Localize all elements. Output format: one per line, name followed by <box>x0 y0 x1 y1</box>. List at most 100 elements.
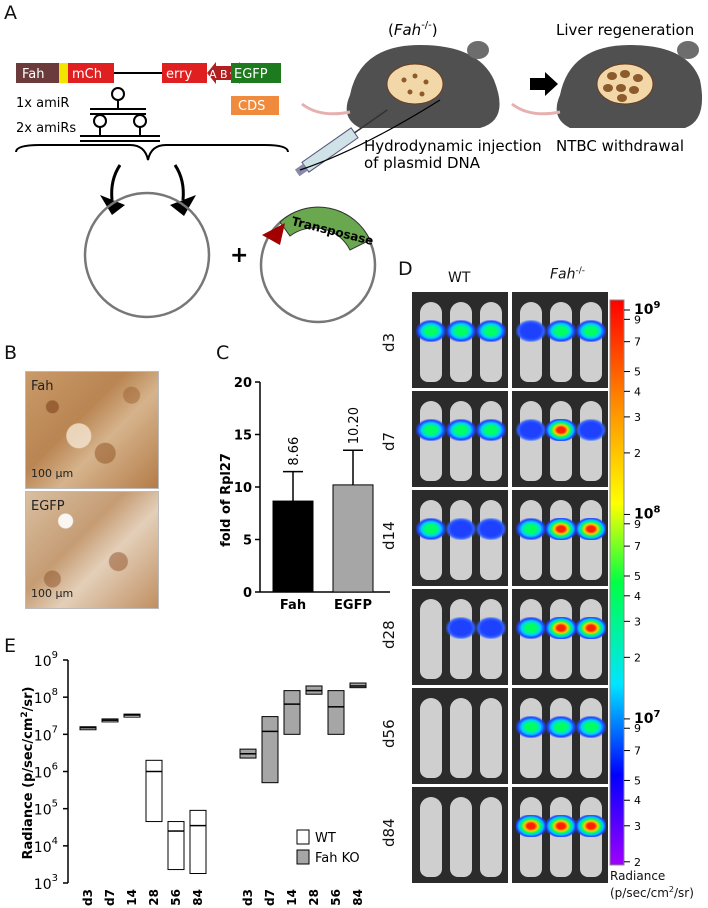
bioluminescence-signal <box>516 518 546 540</box>
e-category-label: d14 <box>285 889 299 906</box>
bioluminescence-signal <box>446 419 476 441</box>
micro-fah-label: Fah <box>31 379 54 394</box>
ivis-cell <box>412 688 508 784</box>
colorbar-tick-label: 5 <box>634 570 641 583</box>
mouse-silhouette <box>576 401 606 481</box>
e-box <box>283 690 301 735</box>
bioluminescence-signal <box>516 419 546 441</box>
mouse-silhouette <box>420 698 442 778</box>
colorbar-tick-label: 9 <box>634 518 641 531</box>
mouse-silhouette <box>546 302 576 382</box>
mouse-silhouette <box>420 599 442 679</box>
transposase-arrowhead <box>262 223 285 245</box>
c-ytick-label: 15 <box>234 429 252 444</box>
mouse-silhouette <box>476 500 506 580</box>
e-category-label: d7 <box>263 889 277 906</box>
col-label-ko: Fah-/- <box>550 266 586 283</box>
mouse-silhouette <box>480 797 502 877</box>
plus-sign: + <box>230 243 248 268</box>
e-legend-label: Fah KO <box>315 851 360 866</box>
e-category-label: d3 <box>81 889 95 906</box>
mouse-silhouette <box>446 500 476 580</box>
e-category-label: d84 <box>191 889 205 906</box>
mouse-silhouette <box>516 797 546 877</box>
c-ytick-label: 5 <box>243 534 252 549</box>
mouse-silhouette <box>546 500 576 580</box>
mouse-silhouette <box>420 797 442 877</box>
arrow-left <box>110 164 122 201</box>
c-bar <box>332 484 374 593</box>
c-category-label: EGFP <box>334 598 372 613</box>
bioluminescence-signal <box>416 419 446 441</box>
bioluminescence-signal <box>446 518 476 540</box>
colorbar-tick-label: 5 <box>634 774 641 787</box>
genotype-label: (Fah-/-) <box>388 20 438 39</box>
ntbc-label: NTBC withdrawal <box>556 137 684 155</box>
ivis-cell <box>412 391 508 487</box>
linker-segment <box>59 63 68 83</box>
mouse-silhouette <box>516 401 546 481</box>
colorbar-tick-label: 4 <box>634 590 641 603</box>
mouse-silhouette <box>450 797 472 877</box>
mch-text: mCh <box>72 67 102 82</box>
e-box <box>167 821 185 871</box>
ivis-cell <box>512 490 608 586</box>
ivis-row-label: d28 <box>380 620 398 649</box>
mouse-silhouette <box>416 302 446 382</box>
bioluminescence-signal <box>516 617 546 639</box>
mouse-silhouette <box>546 797 576 877</box>
bioluminescence-signal <box>576 815 606 837</box>
ivis-cell <box>512 589 608 685</box>
e-ytick-label: 108 <box>34 687 58 707</box>
transposase-arc <box>279 206 371 251</box>
one-amir-label: 1x amiR <box>16 96 69 111</box>
colorbar-tick-label: 7 <box>634 540 641 553</box>
colorbar-tick-label: 5 <box>634 366 641 379</box>
bioluminescence-signal <box>416 518 446 540</box>
e-box <box>145 759 163 823</box>
scale-bar-egfp: 100 µm <box>31 587 74 600</box>
mouse-silhouette <box>416 401 446 481</box>
e-ytick-label: 105 <box>34 799 58 819</box>
mouse-silhouette <box>476 401 506 481</box>
e-category-label: d3 <box>241 889 255 906</box>
mouse-silhouette <box>480 698 502 778</box>
ivis-cell <box>512 688 608 784</box>
colorbar-title: Radiance (p/sec/cm2/sr) <box>610 869 694 900</box>
colorbar-tick-label: 7 <box>634 336 641 349</box>
ivis-grid: d3 d7 d14 d28 d56 d84 <box>380 292 608 888</box>
bioluminescence-signal <box>576 320 606 342</box>
bioluminescence-signal <box>576 419 606 441</box>
bioluminescence-signal <box>416 320 446 342</box>
mouse-silhouette <box>516 302 546 382</box>
e-category-label: d56 <box>169 889 183 906</box>
ivis-cell <box>512 391 608 487</box>
b-text: B <box>220 68 228 81</box>
ivis-cell <box>412 292 508 388</box>
mouse-silhouette <box>516 599 546 679</box>
bioluminescence-signal <box>546 815 576 837</box>
colorbar-tick-label: 4 <box>634 794 641 807</box>
mouse-silhouette <box>546 599 576 679</box>
bioluminescence-signal <box>516 815 546 837</box>
bioluminescence-signal <box>446 320 476 342</box>
mouse-right <box>511 41 703 128</box>
e-category-label: d7 <box>103 889 117 906</box>
egfp-text: EGFP <box>234 67 268 82</box>
ivis-cell <box>412 589 508 685</box>
colorbar-tick-label: 3 <box>634 411 641 424</box>
ivis-row-label: d7 <box>380 431 398 451</box>
bioluminescence-signal <box>516 320 546 342</box>
e-category-label: d28 <box>147 889 161 906</box>
bar-chart-c: fold of Rpl27 0 5 10 15 20 8.66 Fah 10.20 EGFP <box>219 376 390 613</box>
c-value-label: 10.20 <box>347 407 362 444</box>
bioluminescence-signal <box>546 617 576 639</box>
mouse-silhouette <box>516 698 546 778</box>
mouse-silhouette <box>576 599 606 679</box>
colorbar-tick-label: 2 <box>634 447 641 460</box>
c-ytick-label: 20 <box>234 376 252 391</box>
mouse-silhouette <box>546 698 576 778</box>
mouse-left <box>301 41 500 128</box>
progress-arrow <box>530 72 558 96</box>
